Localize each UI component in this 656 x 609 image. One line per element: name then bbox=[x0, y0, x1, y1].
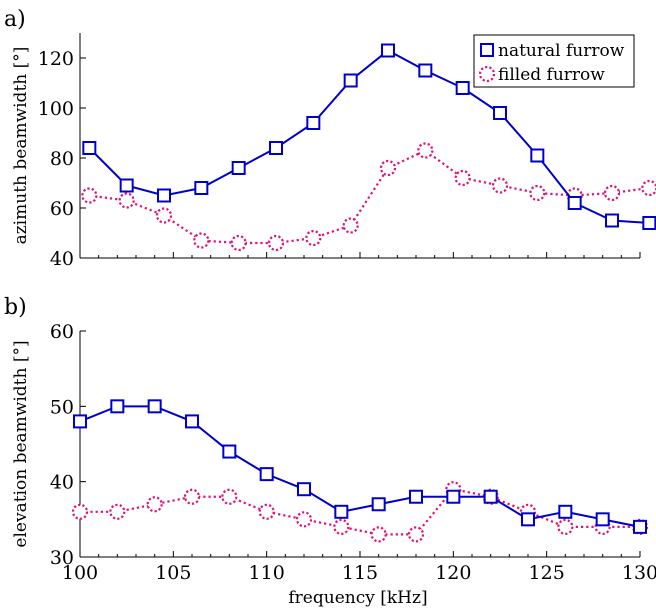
data-point-square bbox=[381, 43, 395, 58]
data-point-circle bbox=[454, 169, 471, 187]
legend-box bbox=[473, 34, 635, 88]
legend: natural furrow filled furrow bbox=[473, 34, 635, 88]
series-line bbox=[89, 149, 650, 245]
data-point-square bbox=[222, 444, 237, 459]
y-axis-label: elevation beamwidth [°] bbox=[11, 340, 31, 547]
data-point-circle bbox=[603, 184, 621, 202]
series-line bbox=[88, 49, 650, 224]
series-line bbox=[79, 405, 641, 528]
data-point-square bbox=[371, 497, 386, 512]
data-point-circle bbox=[109, 503, 126, 520]
data-point-square bbox=[73, 414, 87, 429]
data-point-square bbox=[521, 512, 535, 527]
data-point-square bbox=[269, 141, 283, 155]
series-natural-furrow bbox=[82, 43, 656, 230]
data-point-circle bbox=[230, 234, 247, 252]
data-point-circle bbox=[557, 518, 574, 535]
data-point-square bbox=[409, 489, 423, 504]
panel-a: 40 60 80 100 120 a) azimuth beamwidth [°] natur… bbox=[4, 7, 656, 270]
data-point-circle bbox=[155, 207, 173, 224]
y-tick-label: 30 bbox=[50, 547, 74, 569]
x-tick-label: 125 bbox=[529, 562, 565, 584]
data-point-circle bbox=[370, 526, 387, 543]
data-point-circle bbox=[183, 488, 201, 505]
data-point-square bbox=[82, 141, 97, 155]
data-point-square bbox=[110, 399, 125, 414]
legend-marker bbox=[478, 65, 496, 83]
legend-marker bbox=[480, 43, 494, 57]
data-point-circle bbox=[146, 496, 163, 513]
data-point-square bbox=[185, 414, 199, 429]
data-point-square bbox=[558, 504, 573, 519]
x-tick-label: 120 bbox=[435, 562, 471, 584]
data-point-square bbox=[259, 467, 274, 482]
data-point-square bbox=[231, 161, 246, 175]
y-tick-label: 80 bbox=[50, 148, 74, 170]
legend-label: natural furrow bbox=[498, 41, 625, 61]
data-point-circle bbox=[491, 177, 509, 194]
x-tick-label: 115 bbox=[342, 562, 378, 584]
data-point-square bbox=[530, 148, 545, 163]
data-point-square bbox=[483, 489, 498, 504]
data-point-circle bbox=[529, 184, 546, 202]
data-point-square bbox=[595, 512, 610, 527]
series-natural-furrow bbox=[73, 399, 647, 534]
data-point-square bbox=[642, 216, 656, 230]
data-point-square bbox=[194, 181, 209, 195]
y-tick-label: 60 bbox=[50, 321, 74, 343]
data-point-circle bbox=[118, 192, 135, 209]
panel-label: b) bbox=[4, 295, 27, 320]
data-point-square bbox=[297, 482, 311, 497]
x-tick-label: 110 bbox=[249, 562, 285, 584]
data-point-circle bbox=[295, 511, 313, 528]
data-point-circle bbox=[333, 518, 350, 535]
data-point-circle bbox=[407, 526, 425, 543]
legend-label: filled furrow bbox=[498, 65, 605, 85]
panel-b: 30 40 50 60 100 105 110 115 120 125 130 b) elevation… bbox=[4, 295, 656, 608]
data-point-circle bbox=[71, 503, 89, 520]
data-point-square bbox=[567, 196, 582, 210]
data-point-circle bbox=[379, 159, 397, 177]
data-point-square bbox=[455, 81, 470, 95]
data-point-square bbox=[633, 519, 647, 534]
x-tick-label: 130 bbox=[622, 562, 656, 584]
data-point-square bbox=[343, 73, 358, 88]
data-point-square bbox=[157, 188, 171, 203]
data-point-circle bbox=[342, 217, 359, 234]
x-tick-label: 105 bbox=[155, 562, 191, 584]
y-tick-label: 60 bbox=[50, 198, 74, 220]
data-point-square bbox=[334, 504, 349, 519]
data-point-square bbox=[605, 213, 619, 228]
panel-label: a) bbox=[4, 7, 26, 32]
data-point-circle bbox=[221, 488, 238, 505]
data-point-square bbox=[119, 178, 134, 193]
data-point-square bbox=[306, 116, 321, 130]
data-point-square bbox=[446, 489, 461, 504]
data-point-circle bbox=[417, 142, 434, 159]
data-point-circle bbox=[81, 187, 98, 204]
y-tick-label: 50 bbox=[50, 396, 74, 418]
y-tick-label: 40 bbox=[50, 248, 74, 270]
data-point-circle bbox=[305, 229, 322, 247]
data-point-square bbox=[147, 399, 162, 414]
data-point-square bbox=[493, 106, 507, 120]
x-tick-label: 100 bbox=[62, 562, 98, 584]
data-point-circle bbox=[267, 234, 285, 252]
y-tick-label: 100 bbox=[38, 98, 74, 120]
data-point-circle bbox=[641, 179, 656, 197]
data-point-circle bbox=[258, 503, 275, 520]
series-line bbox=[80, 487, 640, 536]
data-point-square bbox=[418, 63, 433, 78]
y-axis-label: azimuth beamwidth [°] bbox=[11, 47, 31, 245]
y-tick-label: 40 bbox=[50, 472, 74, 494]
data-point-circle bbox=[193, 232, 210, 249]
y-tick-label: 120 bbox=[38, 48, 74, 70]
series-filled-furrow bbox=[81, 142, 656, 252]
x-axis-label: frequency [kHz] bbox=[288, 588, 427, 608]
